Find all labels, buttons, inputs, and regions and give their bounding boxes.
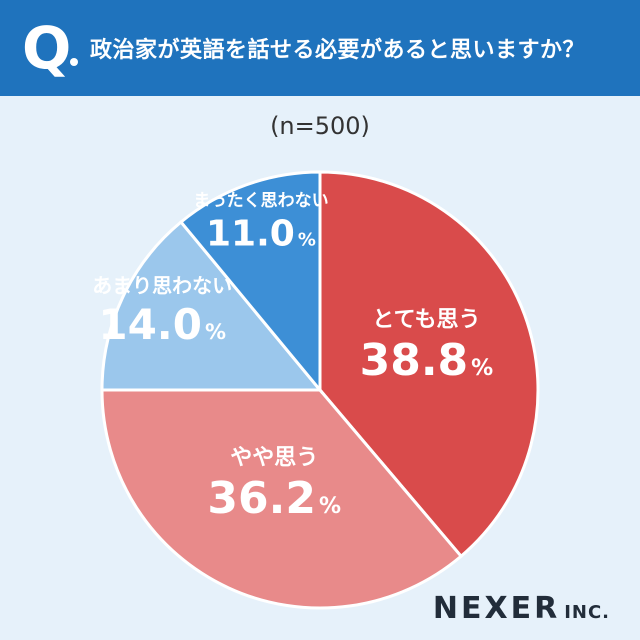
slice-value: 14.0%	[98, 300, 226, 349]
slice-label: やや思う	[230, 446, 318, 471]
sample-size: (n=500)	[270, 112, 370, 140]
header-bar: Q 政治家が英語を話せる必要があると思いますか？	[0, 0, 640, 96]
pie-slice	[100, 219, 324, 392]
slice-value: 11.0%	[206, 214, 316, 255]
q-dot	[70, 58, 78, 66]
pie-slice	[100, 388, 464, 610]
nexer-logo: NEXER INC.	[432, 591, 610, 626]
slice-value: 36.2%	[207, 473, 341, 524]
slice-label: とても思う	[372, 308, 480, 333]
slice-label: あまり思わない	[92, 274, 232, 298]
slice-label: まったく思わない	[193, 191, 328, 211]
pie-slice	[318, 170, 540, 559]
slice-value: 38.8%	[360, 335, 494, 386]
question-title: 政治家が英語を話せる必要があると思いますか？	[90, 38, 586, 63]
q-mark: Q	[22, 18, 78, 78]
pie-slice	[178, 170, 322, 395]
